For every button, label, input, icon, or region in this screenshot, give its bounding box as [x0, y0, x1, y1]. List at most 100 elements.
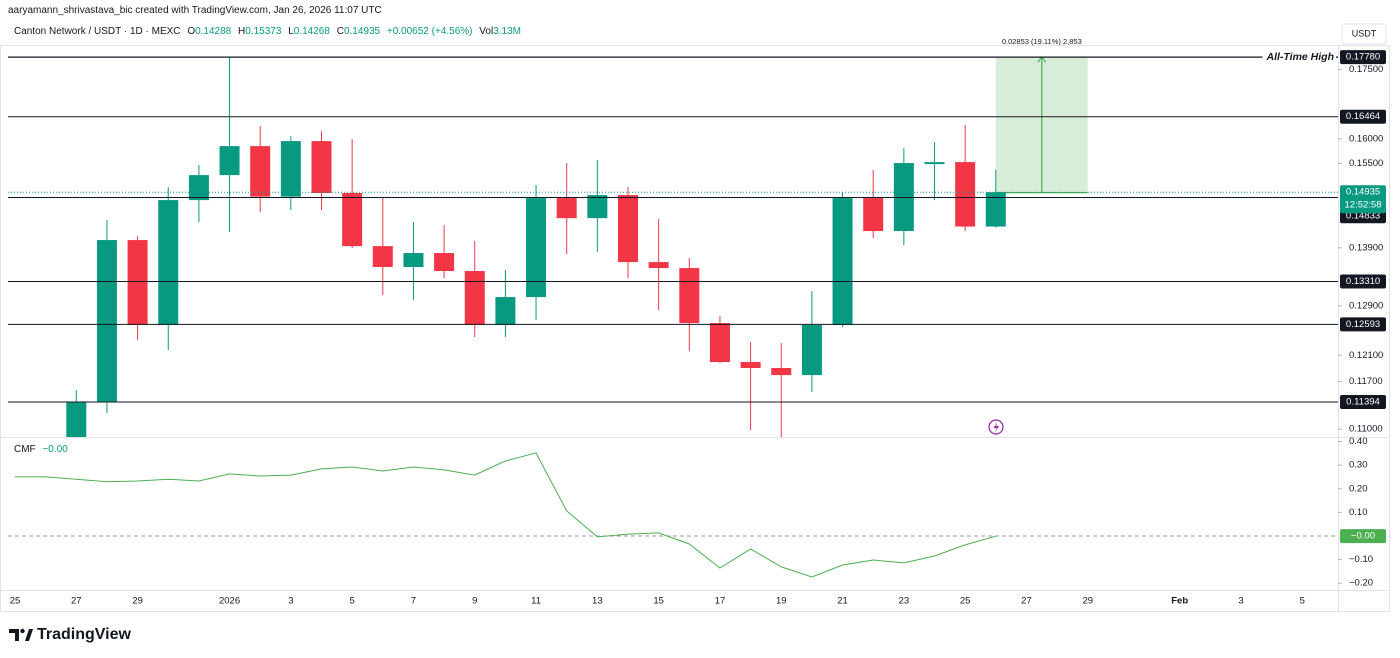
y-tick-label: 0.11700	[1349, 376, 1383, 387]
level-note: All-Time High	[1266, 51, 1334, 63]
candle-body	[740, 362, 761, 369]
cmf-last-label: −0.00	[1351, 531, 1375, 542]
frame	[0, 45, 1390, 612]
ohlc-key: H	[238, 26, 246, 37]
candle-body	[618, 195, 638, 263]
credit: aaryamann_shrivastava_bic created with T…	[8, 5, 382, 16]
y-tick-label: 0.20	[1349, 483, 1368, 494]
y-tick-label: 0.13900	[1349, 242, 1383, 253]
y-tick-label: 0.40	[1349, 436, 1368, 447]
cmf-legend: CMF −0.00	[14, 444, 68, 455]
y-tick-label: 0.12100	[1349, 350, 1383, 361]
y-tick-label: 0.16000	[1349, 133, 1383, 144]
change: +0.00652 (+4.56%)	[386, 26, 473, 37]
current-price-label: 0.14935	[1346, 187, 1380, 198]
y-tick-label: 0.15500	[1349, 158, 1383, 169]
ohlc-value: 0.14935	[343, 26, 381, 37]
candle-body	[434, 253, 455, 272]
candle-body	[709, 323, 730, 363]
candle-body	[495, 297, 516, 326]
x-tick-label: Feb	[1171, 596, 1188, 607]
x-tick-label: 9	[472, 596, 477, 607]
candle-body	[219, 146, 240, 176]
candle-body	[250, 146, 271, 197]
candle-body	[955, 162, 976, 227]
x-tick-label: 29	[132, 596, 143, 607]
cmf-name: CMF	[14, 444, 36, 455]
x-tick-label: 2026	[219, 596, 240, 607]
ohlc-value: 0.14268	[293, 26, 330, 37]
cmf-line	[15, 452, 996, 578]
candle-body	[311, 141, 332, 194]
currency: USDT	[1352, 28, 1377, 38]
y-tick-label: 0.10	[1349, 507, 1368, 518]
x-tick-label: 23	[899, 596, 910, 607]
level-box	[1340, 50, 1386, 65]
level-label: 0.13310	[1346, 276, 1380, 287]
x-tick-label: 17	[715, 596, 726, 607]
currency-box[interactable]	[1341, 23, 1387, 45]
y-tick-label: 0.17500	[1349, 64, 1383, 75]
ohlc-value: 0.15373	[245, 26, 282, 37]
x-tick-label: 19	[776, 596, 787, 607]
x-tick-label: 3	[288, 596, 293, 607]
candle-body	[648, 262, 669, 269]
candle-body	[96, 240, 117, 402]
x-tick-label: 5	[350, 596, 355, 607]
x-tick-label: 29	[1082, 596, 1093, 607]
level-label: 0.11394	[1346, 396, 1380, 407]
candle-body	[342, 193, 363, 247]
candle-body	[372, 246, 393, 268]
x-tick-label: 25	[960, 596, 971, 607]
vol-key: Vol	[479, 26, 494, 37]
candle-body	[832, 198, 853, 326]
level-label: 0.14833	[1346, 211, 1380, 222]
candle-body	[188, 175, 209, 201]
measure-label: 0.02853 (19.11%) 2,853	[1002, 37, 1082, 46]
candle-body	[158, 200, 179, 326]
candle-body	[526, 198, 547, 298]
x-tick-label: 3	[1238, 596, 1243, 607]
x-tick-label: 7	[411, 596, 416, 607]
symbol: Canton Network / USDT · 1D · MEXC	[14, 26, 181, 37]
x-tick-label: 27	[71, 596, 82, 607]
x-tick-label: 13	[592, 596, 603, 607]
alert-icon[interactable]	[988, 419, 1004, 435]
level-box	[1340, 109, 1386, 124]
y-tick-label: 0.30	[1349, 460, 1368, 471]
candles	[66, 56, 1088, 437]
y-tick-label: −0.20	[1349, 578, 1373, 589]
x-tick-label: 21	[837, 596, 848, 607]
level-label: 0.16464	[1346, 111, 1380, 122]
x-tick-label: 27	[1021, 596, 1032, 607]
current-price-box	[1340, 185, 1386, 214]
current-price-countdown: 12:52:58	[1345, 200, 1382, 211]
candle-body	[403, 253, 424, 268]
candle-body	[985, 192, 1006, 227]
candle-body	[280, 141, 301, 197]
level-box	[1340, 394, 1386, 409]
candle-body	[771, 368, 792, 376]
logo-text: TradingView	[37, 626, 132, 643]
candle-body	[127, 240, 148, 326]
cmf-value: −0.00	[42, 444, 68, 455]
level-box	[1340, 274, 1386, 289]
candle-body	[801, 325, 822, 376]
candle-body	[587, 195, 608, 219]
x-tick-label: 15	[653, 596, 664, 607]
y-tick-label: −0.10	[1349, 554, 1373, 565]
candle-body	[863, 198, 884, 232]
level-box	[1340, 317, 1386, 332]
level-label: 0.12593	[1346, 319, 1380, 330]
x-tick-label: 11	[531, 596, 541, 607]
y-tick-label: 0.12900	[1349, 300, 1383, 311]
candle-body	[679, 268, 700, 324]
candle-body	[924, 162, 945, 165]
cmf-last-box	[1340, 529, 1386, 544]
candle-body	[66, 401, 87, 437]
candle-body	[464, 271, 485, 326]
candle-body	[556, 198, 577, 219]
y-tick-label: 0.11000	[1349, 424, 1383, 435]
